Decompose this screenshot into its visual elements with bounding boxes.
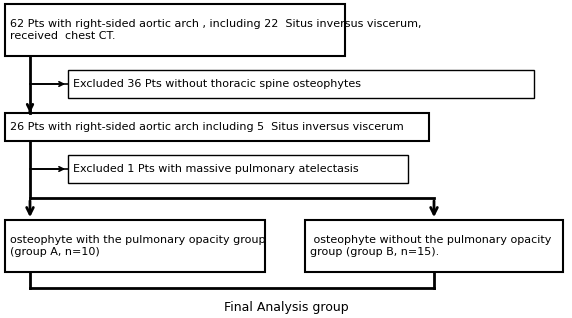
Bar [68,155,408,183]
Text: osteophyte without the pulmonary opacity
group (group B, n=15).: osteophyte without the pulmonary opacity… [310,235,551,257]
Bar [5,220,265,272]
Text: Final Analysis group: Final Analysis group [224,301,348,315]
Bar [5,113,429,141]
Text: osteophyte with the pulmonary opacity group
(group A, n=10): osteophyte with the pulmonary opacity gr… [10,235,265,257]
Text: 62 Pts with right-sided aortic arch , including 22  Situs inversus viscerum,
rec: 62 Pts with right-sided aortic arch , in… [10,19,422,41]
Text: Excluded 36 Pts without thoracic spine osteophytes: Excluded 36 Pts without thoracic spine o… [73,79,361,89]
Bar [5,4,345,56]
Bar [305,220,563,272]
Bar [68,70,534,98]
Text: 26 Pts with right-sided aortic arch including 5  Situs inversus viscerum: 26 Pts with right-sided aortic arch incl… [10,122,404,132]
Text: Excluded 1 Pts with massive pulmonary atelectasis: Excluded 1 Pts with massive pulmonary at… [73,164,359,174]
